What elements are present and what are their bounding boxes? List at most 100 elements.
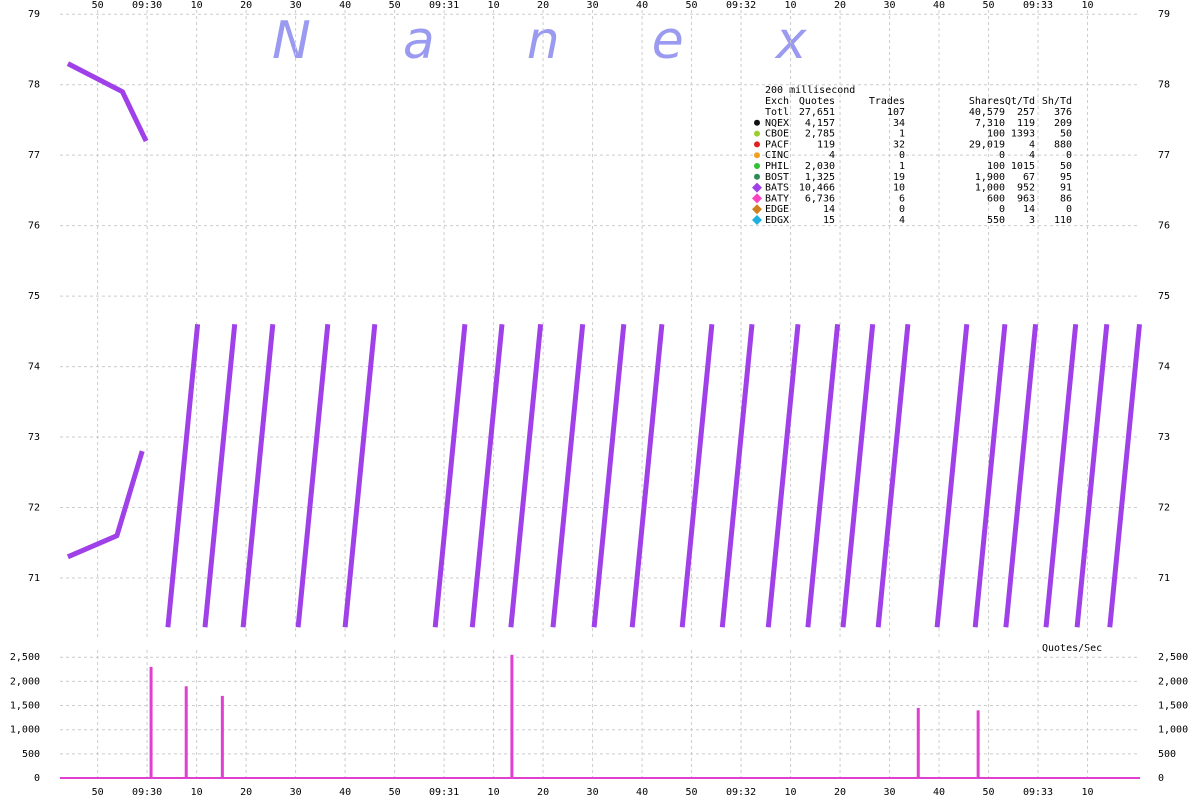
table-cell: 14 bbox=[823, 204, 835, 215]
table-cell: 2,785 bbox=[805, 129, 835, 140]
table-cell: 86 bbox=[1060, 193, 1072, 204]
legend-marker bbox=[752, 215, 762, 225]
x-tick-label: 20 bbox=[834, 787, 846, 798]
table-cell: EDGX bbox=[765, 215, 789, 226]
table-cell: 119 bbox=[817, 139, 835, 150]
x-tick-label: 10 bbox=[1082, 787, 1094, 798]
legend-marker bbox=[754, 152, 760, 159]
table-cell: 2,030 bbox=[805, 161, 835, 172]
x-tick-label: 09:33 bbox=[1023, 0, 1053, 11]
table-cell: 4 bbox=[1029, 150, 1035, 161]
x-tick-label: 30 bbox=[290, 787, 302, 798]
table-cell: 67 bbox=[1023, 172, 1035, 183]
y-tick-label: 77 bbox=[1158, 150, 1170, 161]
y-tick-label: 1,500 bbox=[10, 701, 40, 712]
table-cell: 880 bbox=[1054, 139, 1072, 150]
table-header: Quotes bbox=[799, 96, 835, 107]
table-cell: 6,736 bbox=[805, 193, 835, 204]
table-cell: 15 bbox=[823, 215, 835, 226]
table-cell: PHIL bbox=[765, 161, 789, 172]
y-tick-label: 71 bbox=[28, 573, 40, 584]
table-cell: 4 bbox=[829, 150, 835, 161]
x-tick-label: 40 bbox=[636, 787, 648, 798]
table-cell: 91 bbox=[1060, 183, 1072, 194]
table-cell: 50 bbox=[1060, 161, 1072, 172]
table-cell: EDGE bbox=[765, 204, 789, 215]
x-tick-label: 30 bbox=[884, 787, 896, 798]
table-header: Qt/Td bbox=[1005, 96, 1035, 107]
x-tick-label: 09:31 bbox=[429, 787, 459, 798]
table-cell: 3 bbox=[1029, 215, 1035, 226]
table-title: 200 millisecond bbox=[765, 85, 855, 96]
y-tick-label: 500 bbox=[22, 749, 40, 760]
table-cell: NQEX bbox=[765, 118, 789, 129]
x-tick-label: 40 bbox=[636, 0, 648, 11]
x-tick-label: 20 bbox=[240, 0, 252, 11]
table-cell: 1 bbox=[899, 161, 905, 172]
x-tick-label: 10 bbox=[785, 0, 797, 11]
x-tick-label: 50 bbox=[686, 0, 698, 11]
y-tick-label: 78 bbox=[1158, 80, 1170, 91]
table-cell: 0 bbox=[1066, 150, 1072, 161]
table-cell: 95 bbox=[1060, 172, 1072, 183]
x-tick-label: 50 bbox=[983, 787, 995, 798]
y-tick-label: 1,500 bbox=[1158, 701, 1188, 712]
volume-bar bbox=[976, 710, 980, 778]
y-tick-label: 72 bbox=[1158, 503, 1170, 514]
table-cell: 4 bbox=[899, 215, 905, 226]
table-cell: 14 bbox=[1023, 204, 1035, 215]
x-tick-label: 30 bbox=[290, 0, 302, 11]
legend-marker bbox=[754, 173, 760, 180]
table-cell: 107 bbox=[887, 107, 905, 118]
table-cell: 29,019 bbox=[969, 139, 1005, 150]
table-cell: PACF bbox=[765, 139, 789, 150]
y-tick-label: 79 bbox=[1158, 9, 1170, 20]
x-tick-label: 50 bbox=[389, 787, 401, 798]
volume-bar bbox=[916, 707, 920, 778]
legend-marker bbox=[752, 182, 762, 193]
x-tick-label: 09:32 bbox=[726, 0, 756, 11]
table-cell: 100 bbox=[987, 161, 1005, 172]
table-cell: 952 bbox=[1017, 183, 1035, 194]
x-tick-label: 20 bbox=[537, 0, 549, 11]
table-cell: 119 bbox=[1017, 118, 1035, 129]
x-tick-label: 09:30 bbox=[132, 787, 162, 798]
y-tick-label: 2,000 bbox=[1158, 676, 1188, 687]
table-header: Shares bbox=[969, 96, 1005, 107]
x-tick-label: 09:31 bbox=[429, 0, 459, 11]
x-tick-label: 30 bbox=[587, 0, 599, 11]
legend-marker bbox=[752, 193, 762, 204]
legend-marker bbox=[752, 204, 762, 215]
x-tick-label: 50 bbox=[92, 0, 104, 11]
table-cell: 376 bbox=[1054, 107, 1072, 118]
x-tick-label: 50 bbox=[389, 0, 401, 11]
table-cell: BATY bbox=[765, 193, 789, 204]
table-cell: CBOE bbox=[765, 129, 789, 140]
table-cell: 550 bbox=[987, 215, 1005, 226]
y-tick-label: 78 bbox=[28, 80, 40, 91]
volume-bar bbox=[220, 695, 224, 778]
table-cell: 4 bbox=[1029, 139, 1035, 150]
table-cell: 0 bbox=[999, 150, 1005, 161]
x-tick-label: 50 bbox=[983, 0, 995, 11]
volume-bar bbox=[149, 666, 153, 778]
table-cell: 6 bbox=[899, 193, 905, 204]
table-cell: 40,579 bbox=[969, 107, 1005, 118]
x-tick-label: 20 bbox=[537, 787, 549, 798]
y-tick-label: 0 bbox=[1158, 773, 1164, 784]
y-tick-label: 71 bbox=[1158, 573, 1170, 584]
x-tick-label: 30 bbox=[587, 787, 599, 798]
volume-label: Quotes/Sec bbox=[1042, 643, 1102, 654]
table-cell: CINC bbox=[765, 150, 789, 161]
table-header: Trades bbox=[869, 96, 905, 107]
y-tick-label: 74 bbox=[28, 362, 40, 373]
volume-bar bbox=[510, 654, 514, 778]
y-tick-label: 1,000 bbox=[1158, 725, 1188, 736]
legend-marker bbox=[754, 141, 760, 148]
table-header: Exch bbox=[765, 96, 789, 107]
table-cell: 1393 bbox=[1011, 129, 1035, 140]
table-header: Sh/Td bbox=[1042, 96, 1072, 107]
table-cell: 27,651 bbox=[799, 107, 835, 118]
legend-marker bbox=[754, 130, 760, 137]
